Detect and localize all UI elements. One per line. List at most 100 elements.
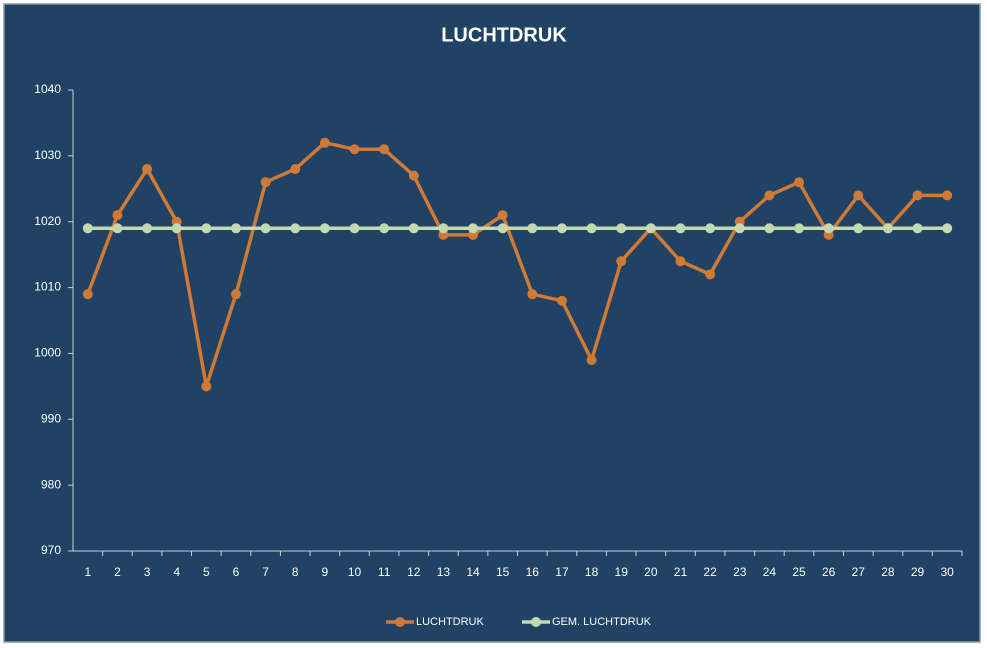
data-point — [764, 190, 775, 201]
legend-label: GEM. LUCHTDRUK — [552, 616, 652, 628]
x-tick-label: 30 — [941, 565, 955, 579]
data-point — [794, 223, 805, 234]
data-point — [230, 223, 241, 234]
data-point — [201, 223, 212, 234]
x-tick-label: 15 — [496, 565, 510, 579]
data-point — [942, 190, 953, 201]
x-tick-label: 13 — [437, 565, 451, 579]
x-tick-label: 28 — [881, 565, 895, 579]
x-tick-label: 23 — [733, 565, 747, 579]
y-tick-label: 980 — [41, 477, 61, 491]
data-point — [82, 289, 93, 300]
data-point — [616, 223, 627, 234]
x-tick-label: 17 — [555, 565, 569, 579]
x-tick-label: 18 — [585, 565, 599, 579]
data-point — [438, 223, 449, 234]
x-tick-label: 27 — [852, 565, 866, 579]
y-tick-label: 970 — [41, 543, 61, 557]
data-point — [260, 223, 271, 234]
data-point — [853, 223, 864, 234]
x-tick-label: 7 — [262, 565, 269, 579]
data-point — [468, 223, 479, 234]
x-tick-label: 26 — [822, 565, 836, 579]
legend-label: LUCHTDRUK — [416, 616, 485, 628]
x-tick-label: 24 — [763, 565, 777, 579]
data-point — [675, 223, 686, 234]
data-point — [527, 223, 538, 234]
x-tick-label: 2 — [114, 565, 121, 579]
x-tick-label: 3 — [144, 565, 151, 579]
data-point — [319, 137, 330, 148]
x-tick-label: 5 — [203, 565, 210, 579]
data-point — [527, 289, 538, 300]
chart-title: LUCHTDRUK — [441, 24, 567, 46]
x-tick-label: 9 — [322, 565, 329, 579]
data-point — [497, 223, 508, 234]
y-tick-label: 1000 — [34, 346, 61, 360]
data-point — [408, 223, 419, 234]
data-point — [705, 223, 716, 234]
x-tick-label: 1 — [84, 565, 91, 579]
x-tick-label: 16 — [526, 565, 540, 579]
data-point — [349, 223, 360, 234]
x-tick-label: 21 — [674, 565, 688, 579]
x-tick-label: 11 — [378, 565, 391, 579]
data-point — [379, 144, 390, 155]
data-point — [142, 223, 153, 234]
x-tick-label: 6 — [233, 565, 240, 579]
x-tick-label: 29 — [911, 565, 925, 579]
legend-marker — [395, 617, 405, 627]
data-point — [705, 269, 716, 280]
x-tick-label: 14 — [466, 565, 480, 579]
data-point — [290, 164, 301, 175]
data-point — [853, 190, 864, 201]
data-point — [260, 177, 271, 188]
data-point — [112, 223, 123, 234]
data-point — [379, 223, 390, 234]
chart-background — [3, 3, 981, 643]
x-tick-label: 12 — [407, 565, 421, 579]
data-point — [794, 177, 805, 188]
data-point — [823, 223, 834, 234]
data-point — [201, 381, 212, 392]
data-point — [142, 164, 153, 175]
data-point — [586, 223, 597, 234]
y-tick-label: 1020 — [34, 214, 61, 228]
x-tick-label: 19 — [615, 565, 629, 579]
data-point — [912, 190, 923, 201]
data-point — [82, 223, 93, 234]
x-tick-label: 25 — [792, 565, 806, 579]
data-point — [764, 223, 775, 234]
data-point — [112, 210, 123, 221]
data-point — [734, 223, 745, 234]
data-point — [408, 170, 419, 181]
data-point — [912, 223, 923, 234]
data-point — [319, 223, 330, 234]
data-point — [230, 289, 241, 300]
y-tick-label: 1010 — [34, 280, 61, 294]
data-point — [675, 256, 686, 267]
data-point — [290, 223, 301, 234]
x-tick-label: 22 — [703, 565, 717, 579]
x-tick-label: 8 — [292, 565, 299, 579]
data-point — [586, 355, 597, 366]
data-point — [942, 223, 953, 234]
x-tick-label: 20 — [644, 565, 658, 579]
data-point — [497, 210, 508, 221]
data-point — [556, 295, 567, 306]
x-tick-label: 10 — [348, 565, 362, 579]
legend-marker — [531, 617, 541, 627]
data-point — [556, 223, 567, 234]
series-line — [86, 140, 948, 387]
data-point — [645, 223, 656, 234]
y-tick-label: 1030 — [34, 148, 61, 162]
data-point — [171, 223, 182, 234]
data-point — [616, 256, 627, 267]
data-point — [349, 144, 360, 155]
x-tick-label: 4 — [173, 565, 180, 579]
data-point — [882, 223, 893, 234]
y-tick-label: 1040 — [34, 82, 61, 96]
y-tick-label: 990 — [41, 411, 61, 425]
